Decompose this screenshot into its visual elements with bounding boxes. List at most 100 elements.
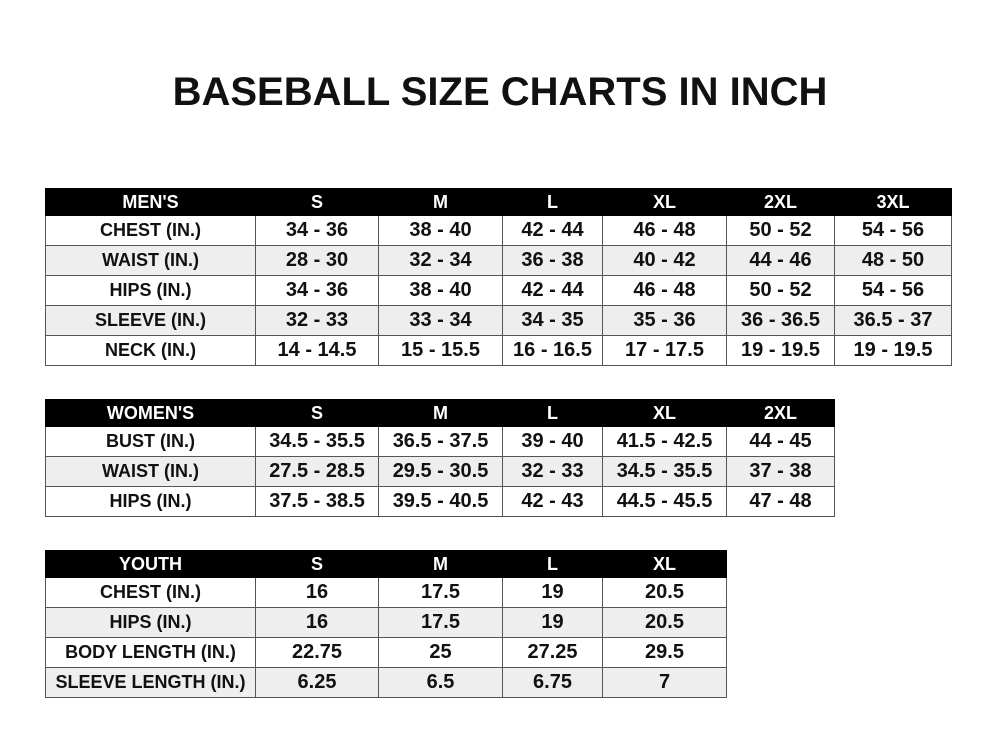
size-header: S	[255, 399, 379, 427]
size-value: 46 - 48	[602, 275, 727, 306]
size-value: 7	[602, 667, 727, 698]
measurement-label: WAIST (IN.)	[45, 456, 256, 487]
measurement-label: HIPS (IN.)	[45, 607, 256, 638]
size-value: 37.5 - 38.5	[255, 486, 379, 517]
youth-size-table: YOUTH S M L XL CHEST (IN.) 16 17.5 19 20.5 HIPS (I…	[45, 550, 727, 698]
size-value: 38 - 40	[378, 215, 503, 246]
size-header: L	[502, 399, 603, 427]
table-row: HIPS (IN.) 34 - 36 38 - 40 42 - 44 46 - 48 50…	[45, 275, 952, 306]
size-value: 16	[255, 607, 379, 638]
category-header: WOMEN'S	[45, 399, 256, 427]
size-value: 6.25	[255, 667, 379, 698]
measurement-label: BODY LENGTH (IN.)	[45, 637, 256, 668]
size-value: 19	[502, 577, 603, 608]
size-value: 32 - 33	[255, 305, 379, 336]
size-value: 34.5 - 35.5	[602, 456, 727, 487]
size-header: XL	[602, 399, 727, 427]
size-header: S	[255, 550, 379, 578]
size-header: XL	[602, 188, 727, 216]
table-row: BODY LENGTH (IN.) 22.75 25 27.25 29.5	[45, 637, 727, 668]
measurement-label: SLEEVE (IN.)	[45, 305, 256, 336]
table-row: SLEEVE (IN.) 32 - 33 33 - 34 34 - 35 35 - 36…	[45, 305, 952, 336]
size-header: L	[502, 188, 603, 216]
size-value: 34 - 36	[255, 215, 379, 246]
size-value: 19 - 19.5	[726, 335, 835, 366]
size-value: 28 - 30	[255, 245, 379, 276]
size-header: S	[255, 188, 379, 216]
size-value: 34 - 36	[255, 275, 379, 306]
size-value: 34 - 35	[502, 305, 603, 336]
header-row: YOUTH S M L XL	[45, 550, 727, 578]
category-header: YOUTH	[45, 550, 256, 578]
measurement-label: HIPS (IN.)	[45, 486, 256, 517]
size-value: 33 - 34	[378, 305, 503, 336]
header-row: WOMEN'S S M L XL 2XL	[45, 399, 835, 427]
size-value: 19 - 19.5	[834, 335, 952, 366]
size-value: 40 - 42	[602, 245, 727, 276]
size-value: 25	[378, 637, 503, 668]
size-value: 36.5 - 37.5	[378, 426, 503, 457]
measurement-label: NECK (IN.)	[45, 335, 256, 366]
size-value: 6.75	[502, 667, 603, 698]
measurement-label: SLEEVE LENGTH (IN.)	[45, 667, 256, 698]
size-value: 36.5 - 37	[834, 305, 952, 336]
size-value: 50 - 52	[726, 275, 835, 306]
size-value: 36 - 38	[502, 245, 603, 276]
size-value: 37 - 38	[726, 456, 835, 487]
size-value: 32 - 34	[378, 245, 503, 276]
size-value: 48 - 50	[834, 245, 952, 276]
size-value: 17 - 17.5	[602, 335, 727, 366]
table-row: WAIST (IN.) 28 - 30 32 - 34 36 - 38 40 - 42 4…	[45, 245, 952, 276]
womens-size-table: WOMEN'S S M L XL 2XL BUST (IN.) 34.5 - 35.5 36.5…	[45, 399, 835, 517]
page-title: BASEBALL SIZE CHARTS IN INCH	[172, 70, 828, 114]
size-header: 3XL	[834, 188, 952, 216]
size-value: 50 - 52	[726, 215, 835, 246]
table-row: NECK (IN.) 14 - 14.5 15 - 15.5 16 - 16.5 17 …	[45, 335, 952, 366]
size-value: 17.5	[378, 577, 503, 608]
table-row: HIPS (IN.) 16 17.5 19 20.5	[45, 607, 727, 638]
measurement-label: CHEST (IN.)	[45, 577, 256, 608]
size-value: 46 - 48	[602, 215, 727, 246]
measurement-label: CHEST (IN.)	[45, 215, 256, 246]
size-value: 42 - 44	[502, 275, 603, 306]
size-value: 29.5	[602, 637, 727, 668]
size-value: 54 - 56	[834, 275, 952, 306]
size-value: 29.5 - 30.5	[378, 456, 503, 487]
table-row: SLEEVE LENGTH (IN.) 6.25 6.5 6.75 7	[45, 667, 727, 698]
size-value: 41.5 - 42.5	[602, 426, 727, 457]
size-value: 42 - 44	[502, 215, 603, 246]
size-value: 44.5 - 45.5	[602, 486, 727, 517]
size-value: 54 - 56	[834, 215, 952, 246]
measurement-label: WAIST (IN.)	[45, 245, 256, 276]
size-value: 20.5	[602, 577, 727, 608]
table-row: CHEST (IN.) 16 17.5 19 20.5	[45, 577, 727, 608]
table-row: WAIST (IN.) 27.5 - 28.5 29.5 - 30.5 32 - 33…	[45, 456, 835, 487]
size-header: L	[502, 550, 603, 578]
size-header: M	[378, 188, 503, 216]
size-value: 47 - 48	[726, 486, 835, 517]
table-row: BUST (IN.) 34.5 - 35.5 36.5 - 37.5 39 - 40 4…	[45, 426, 835, 457]
size-value: 6.5	[378, 667, 503, 698]
size-header: XL	[602, 550, 727, 578]
size-value: 32 - 33	[502, 456, 603, 487]
size-value: 17.5	[378, 607, 503, 638]
size-value: 15 - 15.5	[378, 335, 503, 366]
measurement-label: HIPS (IN.)	[45, 275, 256, 306]
size-value: 16	[255, 577, 379, 608]
category-header: MEN'S	[45, 188, 256, 216]
size-header: M	[378, 399, 503, 427]
size-value: 42 - 43	[502, 486, 603, 517]
size-value: 44 - 45	[726, 426, 835, 457]
size-value: 36 - 36.5	[726, 305, 835, 336]
size-value: 16 - 16.5	[502, 335, 603, 366]
size-value: 35 - 36	[602, 305, 727, 336]
header-row: MEN'S S M L XL 2XL 3XL	[45, 188, 952, 216]
size-value: 38 - 40	[378, 275, 503, 306]
size-value: 39.5 - 40.5	[378, 486, 503, 517]
table-row: CHEST (IN.) 34 - 36 38 - 40 42 - 44 46 - 48 5…	[45, 215, 952, 246]
size-value: 20.5	[602, 607, 727, 638]
size-header: 2XL	[726, 188, 835, 216]
size-value: 39 - 40	[502, 426, 603, 457]
size-header: 2XL	[726, 399, 835, 427]
table-row: HIPS (IN.) 37.5 - 38.5 39.5 - 40.5 42 - 43 4…	[45, 486, 835, 517]
